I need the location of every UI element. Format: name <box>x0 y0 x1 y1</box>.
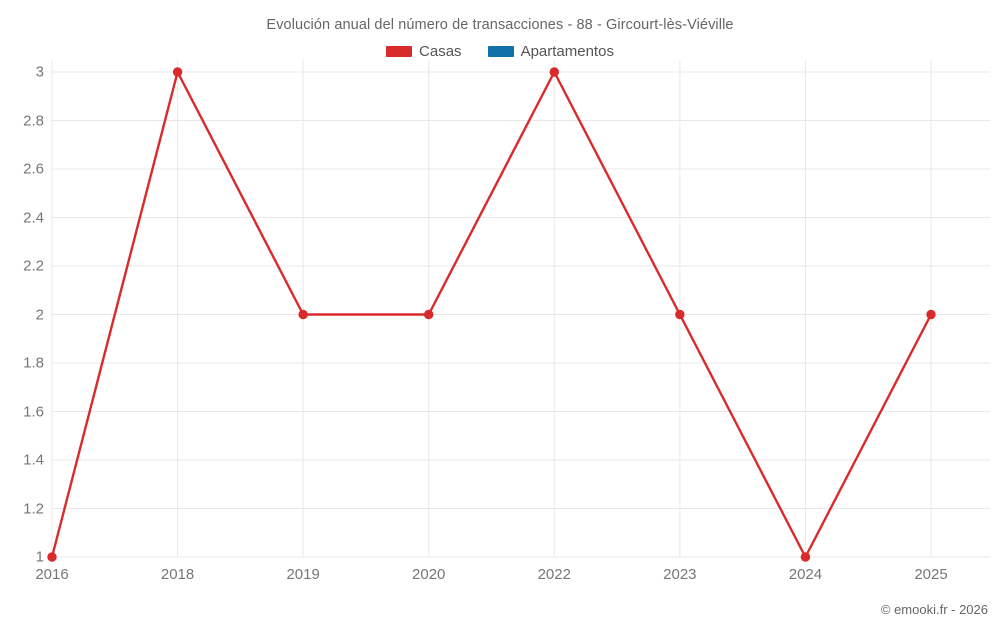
data-point <box>549 67 559 77</box>
grid-lines <box>51 60 990 558</box>
y-axis: 3 2.8 2.6 2.4 2.2 2 1.8 1.6 1.4 1.2 1 <box>0 0 44 625</box>
data-point <box>675 309 685 320</box>
data-point <box>47 552 57 562</box>
y-tick-label: 3 <box>35 63 44 81</box>
x-tick-label: 2024 <box>788 566 823 583</box>
y-tick-label: 2.6 <box>23 160 44 178</box>
legend-item-apartamentos[interactable]: Apartamentos <box>487 43 614 60</box>
legend-label-apartamentos: Apartamentos <box>520 43 614 60</box>
series-lines <box>50 70 933 559</box>
chart-title: Evolución anual del número de transaccio… <box>266 17 734 33</box>
legend-swatch-casas <box>386 46 413 57</box>
series-markers <box>47 67 936 562</box>
x-tick-label: 2022 <box>537 566 571 583</box>
x-tick-label: 2016 <box>35 566 69 583</box>
y-tick-label: 2.8 <box>23 112 44 129</box>
y-tick-label: 1.2 <box>23 500 44 517</box>
chart-credit: © emooki.fr - 2026 <box>880 602 988 617</box>
x-tick-label: 2020 <box>412 566 446 583</box>
y-tick-label: 1.6 <box>23 403 44 420</box>
y-tick-label: 1 <box>35 548 44 566</box>
x-tick-label: 2019 <box>286 566 320 583</box>
y-tick-label: 1.4 <box>23 451 44 469</box>
legend-swatch-apartamentos <box>487 46 514 57</box>
data-point <box>926 309 936 320</box>
data-point <box>298 309 308 320</box>
x-tick-label: 2018 <box>160 566 195 583</box>
y-tick-label: 1.8 <box>23 354 44 372</box>
data-point <box>424 309 434 320</box>
chart-legend: Casas Apartamentos <box>0 44 1000 59</box>
y-tick-label: 2.2 <box>23 257 44 275</box>
x-tick-label: 2025 <box>914 566 948 583</box>
data-point <box>800 552 811 562</box>
data-point <box>172 67 183 77</box>
x-tick-label: 2023 <box>663 566 697 583</box>
y-tick-label: 2.4 <box>23 209 44 226</box>
y-tick-label: 2 <box>35 306 44 323</box>
legend-label-casas: Casas <box>419 43 462 60</box>
legend-item-casas[interactable]: Casas <box>386 44 462 59</box>
series-line-casas <box>50 70 933 559</box>
